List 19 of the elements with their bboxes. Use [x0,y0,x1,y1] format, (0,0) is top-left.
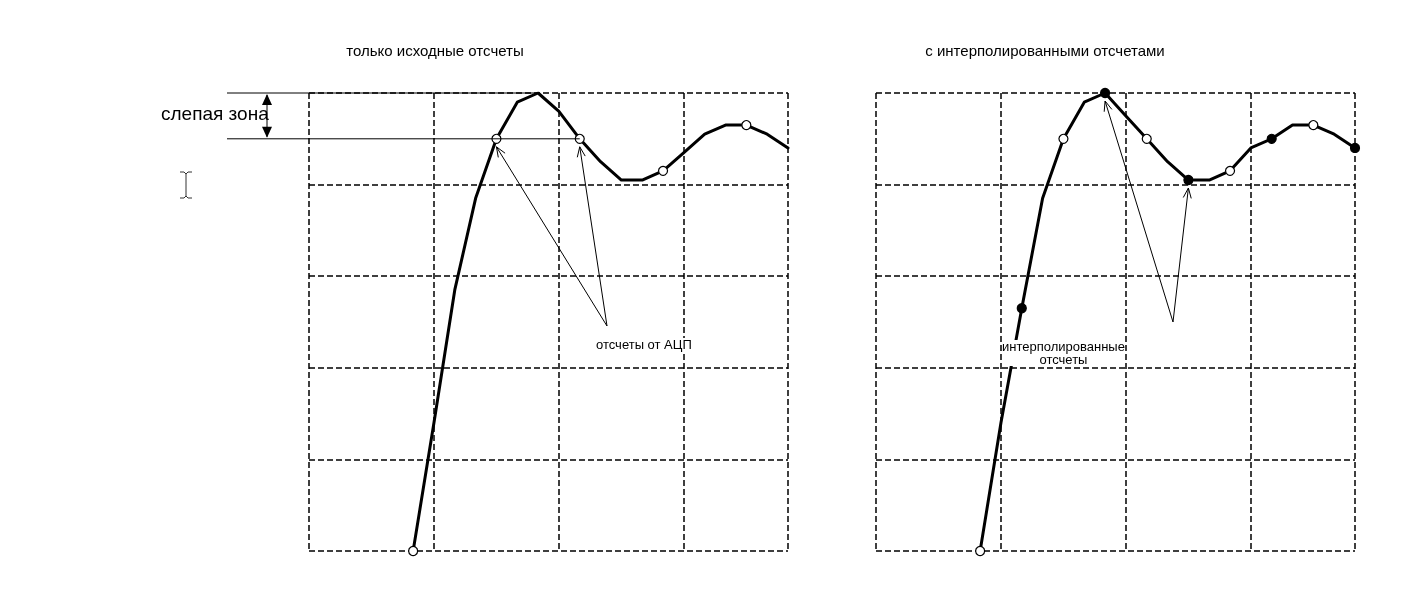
point [741,119,752,131]
point [1183,174,1194,186]
point [1308,119,1319,131]
annotation: отсчеты от АЦП [596,337,692,352]
annotation: интерполированные отсчеты [1001,339,1125,367]
point [1141,133,1152,144]
point [1016,303,1027,314]
point [1100,87,1111,99]
point [408,545,419,557]
chart-title: только исходные отсчеты [346,42,524,59]
point [1349,142,1361,154]
point [1224,165,1236,176]
point [1058,133,1069,144]
point [574,133,585,144]
point [1266,133,1277,144]
chart-title: с интерполированными отсчетами [925,42,1165,59]
text: слепая зона [161,103,270,124]
point [975,545,986,557]
point [657,165,669,176]
